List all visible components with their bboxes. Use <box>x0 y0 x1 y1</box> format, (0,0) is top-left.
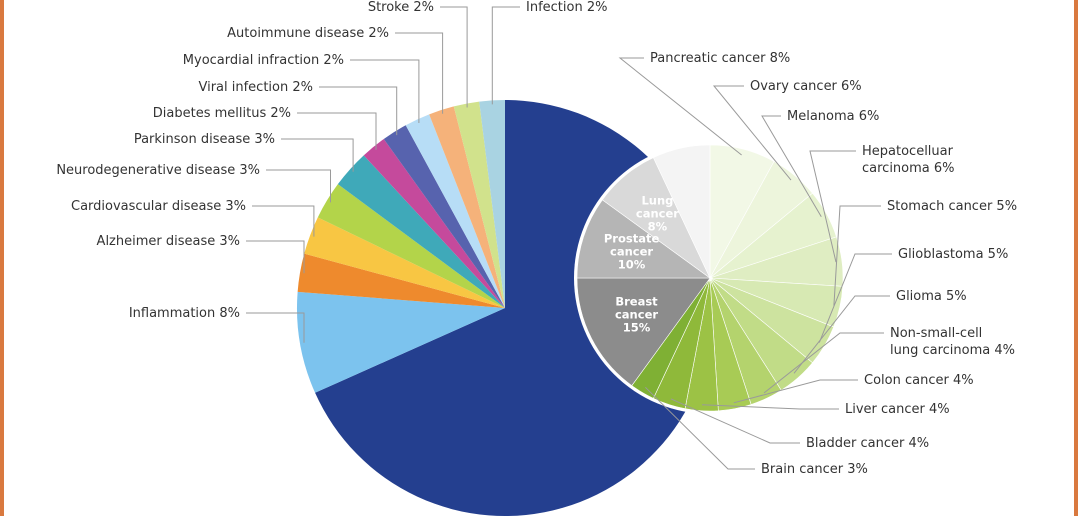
leader-alzheimer-disease <box>246 240 305 274</box>
label-breast-cancer: Breast cancer 15% <box>615 294 658 334</box>
leader-neurodegenerative-disease <box>266 169 331 203</box>
label-myocardial-infraction: Myocardial infraction 2% <box>183 53 344 68</box>
slice-myocardial-infraction <box>405 114 505 308</box>
label-brain-cancer: Brain cancer 3% <box>761 462 868 477</box>
slice-autoimmune-disease <box>429 106 505 308</box>
label-melanoma: Melanoma 6% <box>787 109 879 124</box>
label-inflammation: Inflammation 8% <box>129 306 240 321</box>
leader-viral-infection <box>319 86 398 136</box>
slice-alzheimer-disease <box>297 253 505 308</box>
slice-neurodegenerative-disease <box>317 184 505 308</box>
leader-inflammation <box>246 312 305 343</box>
leader-bladder-cancer <box>670 398 800 444</box>
label-glioblastoma: Glioblastoma 5% <box>898 247 1008 262</box>
slice-others <box>652 144 711 279</box>
leader-brain-cancer <box>645 386 755 470</box>
leader-glioblastoma <box>818 253 892 343</box>
label-cardiovascular-disease: Cardiovascular disease 3% <box>71 199 246 214</box>
label-infection: Infection 2% <box>526 0 607 15</box>
slice-infection <box>479 100 505 308</box>
leader-liver-cancer <box>701 404 839 410</box>
leader-myocardial-infraction <box>350 59 420 123</box>
label-lung-cancer: Lung cancer 8% <box>636 193 679 233</box>
slice-diabetes-mellitus <box>363 138 505 308</box>
label-parkinson-disease: Parkinson disease 3% <box>134 132 275 147</box>
slice-viral-infection <box>383 125 505 308</box>
label-glioma: Glioma 5% <box>896 289 967 304</box>
label-liver-cancer: Liver cancer 4% <box>845 402 950 417</box>
label-pancreatic-cancer: Pancreatic cancer 8% <box>650 51 790 66</box>
leader-pancreatic-cancer <box>618 57 742 156</box>
label-hepatocelluar-carcinoma: Hepatocelluar carcinoma 6% <box>862 144 955 176</box>
leader-melanoma <box>761 115 822 218</box>
label-ovary-cancer: Ovary cancer 6% <box>750 79 862 94</box>
label-neurodegenerative-disease: Neurodegenerative disease 3% <box>56 163 260 178</box>
label-viral-infection: Viral infection 2% <box>198 80 313 95</box>
leader-stomach-cancer <box>833 205 881 306</box>
leader-autoimmune-disease <box>395 32 444 114</box>
leader-parkinson-disease <box>281 138 354 172</box>
leader-ovary-cancer <box>712 85 792 181</box>
slice-cardiovascular-disease <box>304 217 505 308</box>
label-prostate-cancer: Prostate cancer 10% <box>604 232 660 272</box>
leader-glioma <box>793 295 890 374</box>
slice-labels: Inflammation 8% Alzheimer disease 3% Cardi… <box>56 0 1017 477</box>
slice-stroke <box>453 101 505 308</box>
leader-diabetes-mellitus <box>297 112 377 150</box>
cancer-breakdown-pie <box>574 142 846 414</box>
label-autoimmune-disease: Autoimmune disease 2% <box>227 26 389 41</box>
leader-hepatocelluar-carcinoma <box>809 150 856 263</box>
leader-lines <box>246 6 892 470</box>
slice-breast-cancer <box>576 277 711 387</box>
slice-inflammation <box>297 291 505 393</box>
leader-cardiovascular-disease <box>252 205 315 237</box>
label-stomach-cancer: Stomach cancer 5% <box>887 199 1017 214</box>
slice-prostate-cancer <box>576 199 711 279</box>
label-colon-cancer: Colon cancer 4% <box>864 373 974 388</box>
label-alzheimer-disease: Alzheimer disease 3% <box>97 234 240 249</box>
leader-non-small-cell-lung-carcinoma <box>763 332 884 394</box>
slice-parkinson-disease <box>337 155 505 308</box>
label-stroke: Stroke 2% <box>368 0 434 15</box>
leader-infection <box>491 6 520 105</box>
label-bladder-cancer: Bladder cancer 4% <box>806 436 929 451</box>
leader-colon-cancer <box>733 379 858 404</box>
label-diabetes-mellitus: Diabetes mellitus 2% <box>153 106 291 121</box>
label-non-small-cell-lung-carcinoma: Non-small-cell lung carcinoma 4% <box>890 326 1015 358</box>
leader-stroke <box>440 6 468 108</box>
